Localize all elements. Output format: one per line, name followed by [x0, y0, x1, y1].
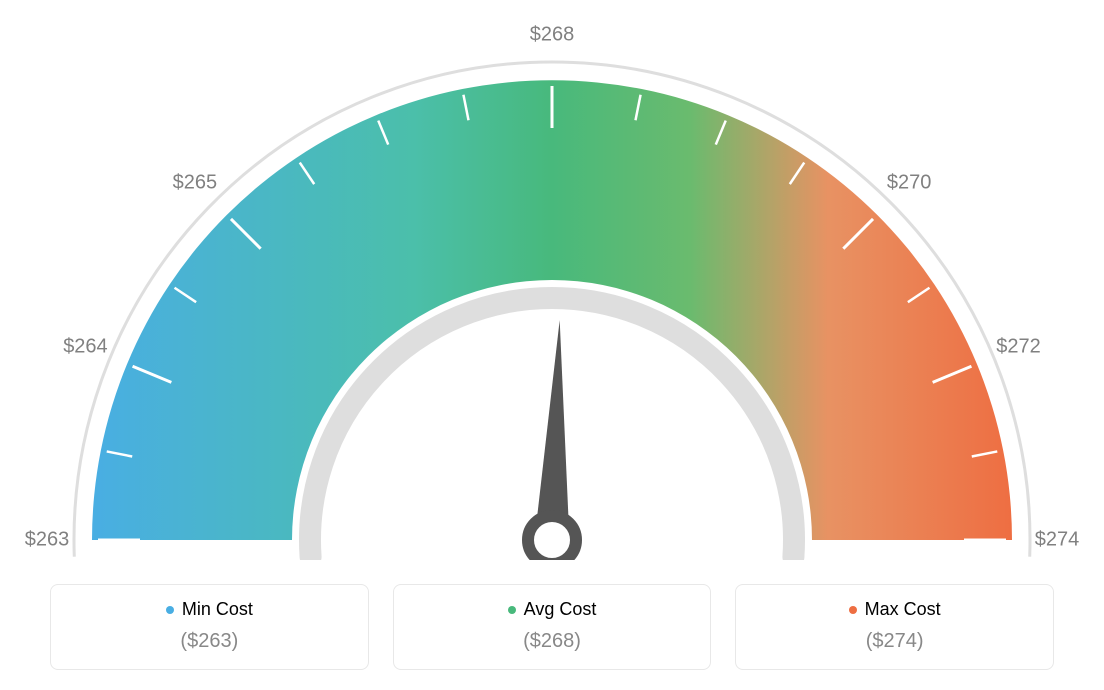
gauge-tick-label: $264: [63, 335, 108, 358]
legend-label-max-text: Max Cost: [865, 599, 941, 620]
chart-container: $263 $264 $265 $268 $270 $272 $274 Min Cost ($…: [0, 0, 1104, 690]
gauge-tick-label: $274: [1035, 529, 1080, 552]
gauge-tick-label: $270: [887, 171, 932, 194]
legend-value-max: ($274): [754, 630, 1035, 653]
legend-row: Min Cost ($263) Avg Cost ($268) Max Cost…: [0, 584, 1104, 670]
legend-card-min: Min Cost ($263): [50, 584, 369, 670]
gauge-svg: [0, 0, 1104, 560]
legend-label-avg-text: Avg Cost: [524, 599, 597, 620]
legend-card-avg: Avg Cost ($268): [393, 584, 712, 670]
legend-label-avg: Avg Cost: [508, 599, 597, 620]
legend-card-max: Max Cost ($274): [735, 584, 1054, 670]
legend-label-min: Min Cost: [166, 599, 253, 620]
gauge-tick-label: $263: [25, 529, 70, 552]
gauge-tick-label: $265: [173, 171, 218, 194]
legend-label-min-text: Min Cost: [182, 599, 253, 620]
legend-value-avg: ($268): [412, 630, 693, 653]
legend-dot-min: [166, 606, 174, 614]
legend-dot-max: [849, 606, 857, 614]
legend-value-min: ($263): [69, 630, 350, 653]
legend-dot-avg: [508, 606, 516, 614]
gauge-area: $263 $264 $265 $268 $270 $272 $274: [0, 0, 1104, 560]
legend-label-max: Max Cost: [849, 599, 941, 620]
gauge-tick-label: $272: [996, 335, 1041, 358]
gauge-tick-label: $268: [530, 24, 575, 47]
